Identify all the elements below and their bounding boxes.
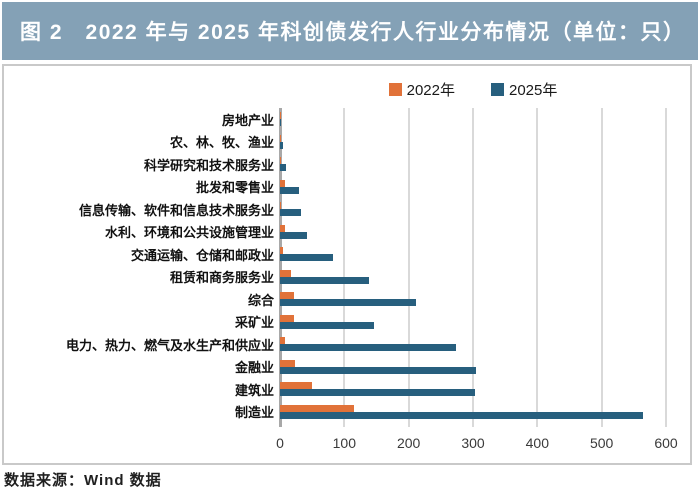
- bar-2022年-综合: [280, 292, 295, 300]
- bar-2025年-电力、热力、燃气及水生产和供应业: [280, 344, 456, 352]
- figure-title-banner: 图 2 2022 年与 2025 年科创债发行人行业分布情况（单位：只）: [2, 2, 698, 60]
- y-axis-line: [279, 108, 282, 427]
- category-label: 采矿业: [234, 315, 274, 331]
- bar-2022年-金融业: [280, 359, 295, 367]
- bar-2022年-交通运输、仓储和邮政业: [280, 247, 284, 255]
- figure-title: 图 2 2022 年与 2025 年科创债发行人行业分布情况（单位：只）: [20, 21, 686, 44]
- bar-2025年-房地产业: [280, 119, 282, 127]
- legend-label: 2025年: [509, 82, 558, 99]
- x-axis-ticks: 0 100 200 300 400 500 600: [276, 435, 678, 453]
- category-label: 金融业: [234, 360, 274, 376]
- gridline: [343, 108, 346, 427]
- bar-2025年-金融业: [280, 366, 476, 374]
- category-label: 租赁和商务服务业: [169, 270, 274, 286]
- gridline: [600, 108, 603, 427]
- category-label: 建筑业: [234, 382, 274, 398]
- bar-2025年-建筑业: [280, 389, 475, 397]
- chart-frame: 2022年 2025年 房地产业农、林、牧、渔业科学研究和技术服务业批发和零售业信…: [2, 64, 692, 465]
- legend-item-2022年: 2022年: [388, 79, 455, 100]
- bar-2022年-农、林、牧、渔业: [280, 134, 281, 142]
- bar-2025年-信息传输、软件和信息技术服务业: [280, 209, 302, 217]
- bar-2025年-科学研究和技术服务业: [280, 164, 287, 172]
- gridline: [536, 108, 539, 427]
- bar-2022年-水利、环境和公共设施管理业: [280, 224, 285, 232]
- x-tick-label: 600: [654, 435, 678, 451]
- bar-row: [280, 356, 666, 379]
- category-label: 电力、热力、燃气及水生产和供应业: [65, 337, 274, 353]
- legend-swatch-icon: [388, 83, 402, 96]
- bar-2025年-采矿业: [280, 321, 374, 329]
- bar-2022年-电力、热力、燃气及水生产和供应业: [280, 337, 285, 345]
- bar-2025年-综合: [280, 299, 416, 307]
- bar-rows: [280, 108, 666, 423]
- legend-item-2025年: 2025年: [491, 79, 557, 100]
- category-label: 批发和零售业: [195, 180, 274, 196]
- bar-2022年-制造业: [280, 404, 354, 412]
- category-label: 科学研究和技术服务业: [143, 157, 274, 173]
- data-source-note: 数据来源：Wind 数据: [4, 472, 162, 489]
- x-tick-label: 0: [276, 435, 284, 451]
- bar-row: [280, 198, 666, 221]
- plot-area: [279, 108, 667, 427]
- bar-2022年-信息传输、软件和信息技术服务业: [280, 202, 282, 210]
- bar-2022年-科学研究和技术服务业: [280, 157, 282, 165]
- bar-2025年-农、林、牧、渔业: [280, 141, 284, 149]
- legend-label: 2022年: [406, 82, 455, 99]
- x-tick-label: 500: [589, 435, 614, 451]
- bar-row: [280, 378, 666, 401]
- bar-2022年-建筑业: [280, 382, 312, 390]
- bar-row: [280, 221, 666, 244]
- bar-row: [280, 266, 666, 289]
- x-tick-label: 100: [332, 435, 357, 451]
- category-label: 综合: [247, 292, 274, 308]
- bar-row: [280, 333, 666, 356]
- bar-row: [280, 311, 666, 334]
- bar-row: [280, 108, 666, 131]
- category-label: 水利、环境和公共设施管理业: [104, 225, 274, 241]
- bar-2022年-采矿业: [280, 314, 295, 322]
- bar-row: [280, 131, 666, 154]
- bar-2025年-交通运输、仓储和邮政业: [280, 254, 333, 262]
- x-tick-label: 300: [461, 435, 485, 451]
- gridline: [665, 108, 667, 427]
- bar-2025年-租赁和商务服务业: [280, 276, 369, 284]
- category-label: 制造业: [234, 405, 274, 421]
- gridline: [472, 108, 474, 427]
- category-label: 信息传输、软件和信息技术服务业: [78, 202, 274, 218]
- category-label: 房地产业: [221, 112, 274, 128]
- legend-swatch-icon: [491, 83, 504, 96]
- bar-row: [280, 288, 666, 311]
- bar-row: [280, 401, 666, 424]
- x-tick-label: 400: [525, 435, 550, 451]
- bar-row: [280, 176, 666, 199]
- bar-2025年-制造业: [280, 411, 644, 419]
- x-tick-label: 200: [396, 435, 421, 451]
- bar-2025年-水利、环境和公共设施管理业: [280, 231, 308, 239]
- bar-2022年-批发和零售业: [280, 179, 286, 187]
- bar-2022年-租赁和商务服务业: [280, 269, 291, 277]
- chart-legend: 2022年 2025年: [280, 79, 666, 100]
- bar-2022年-房地产业: [280, 112, 281, 120]
- bar-row: [280, 153, 666, 176]
- category-labels: 房地产业农、林、牧、渔业科学研究和技术服务业批发和零售业信息传输、软件和信息技术…: [4, 108, 274, 423]
- category-label: 交通运输、仓储和邮政业: [130, 247, 274, 263]
- category-label: 农、林、牧、渔业: [169, 135, 274, 151]
- bar-row: [280, 243, 666, 266]
- gridline: [407, 108, 410, 427]
- bar-2025年-批发和零售业: [280, 186, 300, 194]
